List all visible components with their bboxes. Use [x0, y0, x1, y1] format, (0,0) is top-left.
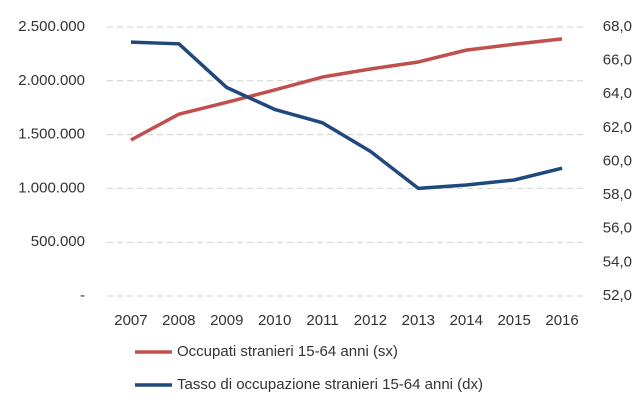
y-tick-label: 1.000.000: [18, 179, 85, 196]
y2-tick-label: 68,0: [603, 18, 632, 35]
y2-tick-label: 66,0: [603, 52, 632, 69]
legend-label: Occupati stranieri 15-64 anni (sx): [177, 343, 398, 360]
x-tick-label: 2010: [258, 312, 291, 329]
x-tick-label: 2012: [354, 312, 387, 329]
y-tick-label: 1.500.000: [18, 126, 85, 143]
y2-tick-label: 58,0: [603, 186, 632, 203]
x-tick-label: 2008: [162, 312, 195, 329]
line-series: [130, 37, 563, 142]
y2-tick-label: 60,0: [603, 152, 632, 169]
x-tick-label: 2014: [450, 312, 483, 329]
x-tick-label: 2016: [545, 312, 578, 329]
y2-tick-label: 52,0: [603, 287, 632, 304]
x-tick-label: 2007: [114, 312, 147, 329]
legend-label: Tasso di occupazione stranieri 15-64 ann…: [177, 376, 483, 393]
line-series: [130, 40, 563, 191]
x-tick-label: 2009: [210, 312, 243, 329]
y-tick-label: 500.000: [31, 233, 85, 250]
y-tick-label: 2.000.000: [18, 72, 85, 89]
y2-tick-label: 54,0: [603, 253, 632, 270]
y2-tick-label: 62,0: [603, 119, 632, 136]
y-tick-label: 2.500.000: [18, 18, 85, 35]
y-tick-label: -: [80, 287, 85, 304]
x-tick-label: 2011: [306, 312, 338, 329]
x-tick-label: 2015: [497, 312, 530, 329]
x-tick-label: 2013: [402, 312, 435, 329]
y2-tick-label: 56,0: [603, 220, 632, 237]
y2-tick-label: 64,0: [603, 85, 632, 102]
